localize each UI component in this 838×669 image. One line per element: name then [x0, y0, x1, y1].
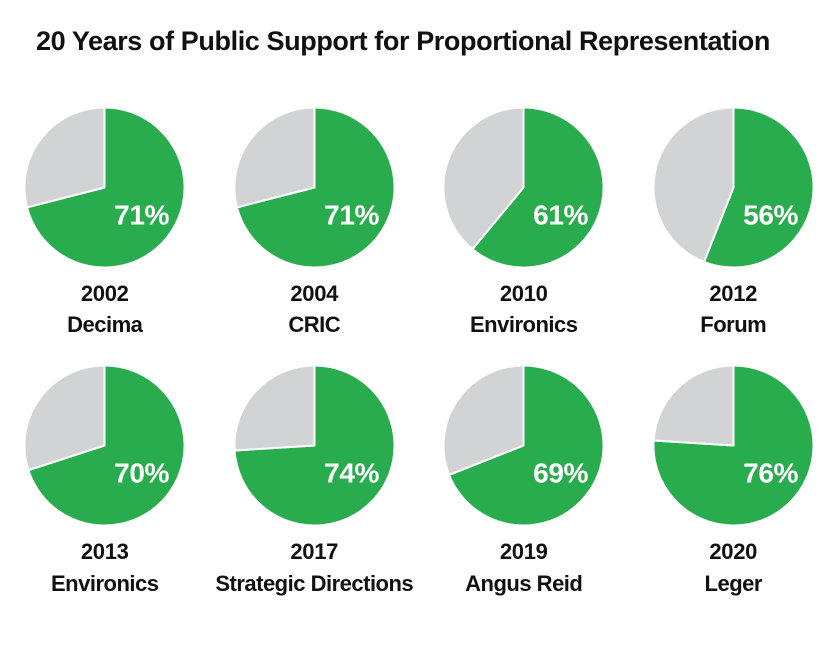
pie-cell: 74% 2017 Strategic Directions — [210, 363, 420, 595]
pie-cell: 71% 2004 CRIC — [210, 105, 420, 337]
pie-cell: 61% 2010 Environics — [419, 105, 629, 337]
pie-percent-label: 56% — [743, 200, 798, 231]
pie-year-label: 2012 — [709, 282, 757, 306]
pie-percent-label: 76% — [743, 458, 798, 489]
pie-year-label: 2010 — [500, 282, 548, 306]
pie-chart: 61% — [441, 105, 606, 270]
pie-pollster-label: Strategic Directions — [215, 572, 413, 596]
pie-chart: 69% — [441, 363, 606, 528]
pie-year-label: 2004 — [290, 282, 338, 306]
pie-year-label: 2019 — [500, 540, 548, 564]
pie-percent-label: 74% — [324, 458, 379, 489]
pie-cell: 56% 2012 Forum — [629, 105, 838, 337]
pie-percent-label: 69% — [533, 458, 588, 489]
pie-year-label: 2020 — [709, 540, 757, 564]
pie-chart: 71% — [22, 105, 187, 270]
pie-percent-label: 61% — [533, 200, 588, 231]
pie-pollster-label: CRIC — [288, 313, 340, 337]
pie-chart: 76% — [651, 363, 816, 528]
pie-pollster-label: Leger — [705, 572, 762, 596]
pie-pollster-label: Environics — [51, 572, 158, 596]
pie-percent-label: 70% — [114, 458, 169, 489]
pie-percent-label: 71% — [114, 200, 169, 231]
pie-year-label: 2002 — [81, 282, 129, 306]
pie-chart: 56% — [651, 105, 816, 270]
pie-cell: 71% 2002 Decima — [0, 105, 210, 337]
pie-cell: 70% 2013 Environics — [0, 363, 210, 595]
pie-chart: 74% — [232, 363, 397, 528]
pie-pollster-label: Decima — [67, 313, 142, 337]
pie-percent-label: 71% — [324, 200, 379, 231]
pie-cell: 76% 2020 Leger — [629, 363, 838, 595]
pie-slice-remainder — [234, 366, 314, 451]
pie-pollster-label: Forum — [700, 313, 766, 337]
pie-cell: 69% 2019 Angus Reid — [419, 363, 629, 595]
pie-chart: 71% — [232, 105, 397, 270]
pie-year-label: 2013 — [81, 540, 129, 564]
pie-pollster-label: Angus Reid — [465, 572, 582, 596]
pie-pollster-label: Environics — [470, 313, 577, 337]
page-title: 20 Years of Public Support for Proportio… — [36, 26, 802, 57]
pie-grid: 71% 2002 Decima 71% 2004 CRIC 61% 2010 Environic… — [0, 105, 838, 596]
pie-chart: 70% — [22, 363, 187, 528]
pie-slice-remainder — [653, 366, 733, 446]
pie-year-label: 2017 — [290, 540, 338, 564]
